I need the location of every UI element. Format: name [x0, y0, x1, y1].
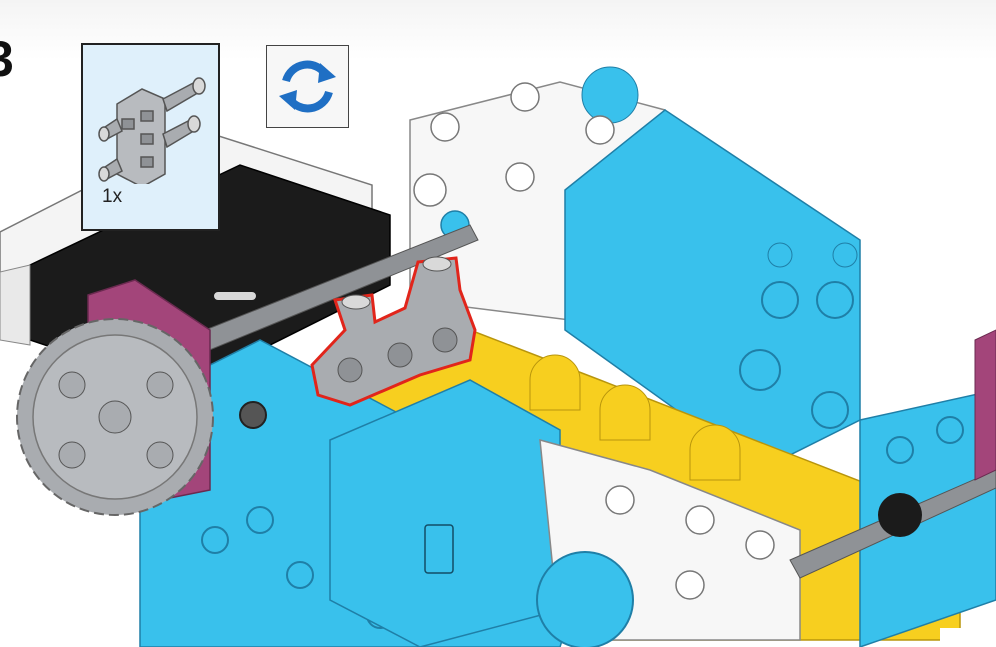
- large-motor-top: [409, 66, 861, 471]
- gear: [16, 318, 214, 516]
- technic-connector-icon: [98, 77, 206, 184]
- bushing: [239, 401, 267, 429]
- page-corner: [940, 628, 996, 647]
- large-motor-front: [329, 379, 801, 647]
- highlighted-new-part: [310, 256, 477, 407]
- axle: [179, 224, 996, 579]
- rotate-model-button[interactable]: [266, 45, 349, 128]
- rotate-model-icon: [279, 60, 336, 113]
- parts-callout: 1x: [81, 43, 220, 231]
- part-quantity: 1x: [102, 186, 123, 207]
- step-number: 3: [0, 34, 14, 84]
